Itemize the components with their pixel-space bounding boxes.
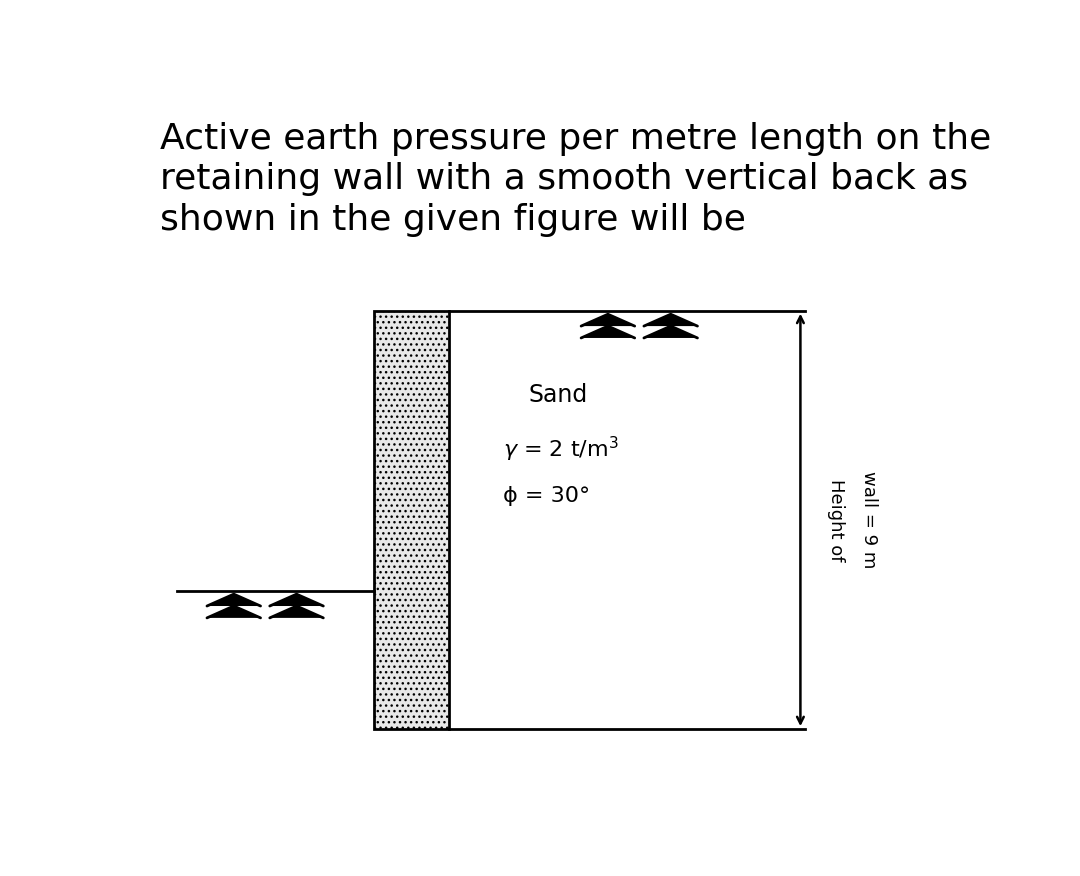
Text: Sand: Sand <box>528 383 588 407</box>
Bar <box>374 311 449 729</box>
Text: ϕ = 30°: ϕ = 30° <box>503 486 591 506</box>
Polygon shape <box>581 314 635 326</box>
Text: Height of: Height of <box>826 478 845 562</box>
Polygon shape <box>207 606 260 618</box>
Polygon shape <box>644 314 698 326</box>
Polygon shape <box>270 606 323 618</box>
Text: $\gamma$ = 2 t/m$^3$: $\gamma$ = 2 t/m$^3$ <box>503 434 619 463</box>
Polygon shape <box>270 594 323 606</box>
Text: retaining wall with a smooth vertical back as: retaining wall with a smooth vertical ba… <box>160 162 969 196</box>
Text: Active earth pressure per metre length on the: Active earth pressure per metre length o… <box>160 122 991 156</box>
Polygon shape <box>644 326 698 338</box>
Polygon shape <box>207 594 260 606</box>
Text: shown in the given figure will be: shown in the given figure will be <box>160 203 746 237</box>
Text: wall = 9 m: wall = 9 m <box>860 471 878 569</box>
Polygon shape <box>581 326 635 338</box>
